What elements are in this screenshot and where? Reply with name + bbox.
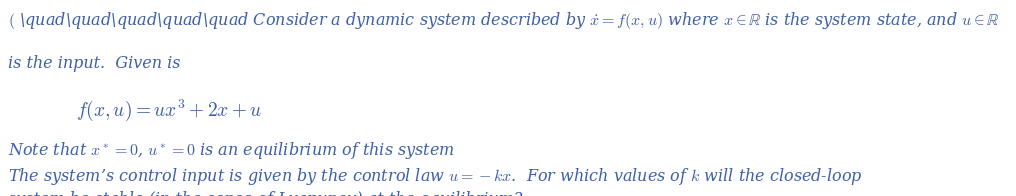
Text: is the input.  Given is: is the input. Given is [8,55,181,72]
Text: The system’s control input is given by the control law $u = -kx$.  For which val: The system’s control input is given by t… [8,166,863,187]
Text: Note that $x^* = 0$, $u^* = 0$ is an equilibrium of this system: Note that $x^* = 0$, $u^* = 0$ is an equ… [8,140,455,161]
Text: $f(x, u) = ux^3 + 2x + u$: $f(x, u) = ux^3 + 2x + u$ [76,98,262,123]
Text: $($ \quad\quad\quad\quad\quad Consider a dynamic system described by $\dot{x} = : $($ \quad\quad\quad\quad\quad Consider a… [8,10,1000,31]
Text: system be stable (in the sense of Lyapunov) at the equilibrium?: system be stable (in the sense of Lyapun… [8,191,522,196]
